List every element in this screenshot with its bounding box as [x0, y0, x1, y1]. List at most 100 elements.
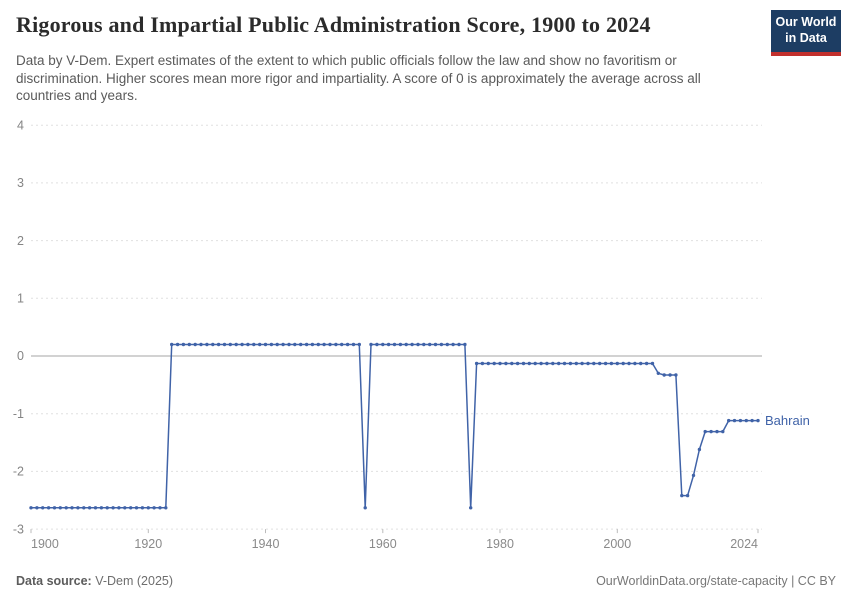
data-point[interactable] [492, 361, 496, 366]
data-point[interactable] [275, 342, 279, 347]
entity-label[interactable]: Bahrain [765, 413, 810, 428]
data-point[interactable] [193, 342, 197, 347]
data-point[interactable] [562, 361, 567, 366]
data-point[interactable] [187, 342, 191, 347]
data-point[interactable] [234, 342, 238, 347]
data-point[interactable] [457, 342, 461, 347]
data-point[interactable] [515, 361, 520, 366]
data-point[interactable] [510, 361, 514, 366]
data-point[interactable] [557, 361, 561, 366]
data-point[interactable] [732, 418, 737, 423]
data-point[interactable] [598, 361, 602, 366]
data-point[interactable] [674, 373, 678, 377]
data-point[interactable] [363, 506, 367, 510]
data-point[interactable] [140, 506, 145, 510]
data-point[interactable] [146, 506, 150, 510]
data-point[interactable] [228, 342, 232, 347]
data-point[interactable] [29, 506, 33, 510]
data-point[interactable] [46, 506, 51, 510]
data-point[interactable] [756, 418, 760, 423]
data-point[interactable] [738, 418, 743, 423]
data-point[interactable] [216, 342, 221, 347]
data-point[interactable] [334, 342, 338, 347]
data-point[interactable] [521, 361, 526, 366]
data-point[interactable] [451, 342, 455, 347]
data-point[interactable] [117, 506, 121, 510]
data-point[interactable] [639, 361, 643, 366]
data-point[interactable] [422, 342, 426, 347]
data-point[interactable] [428, 342, 432, 347]
data-point[interactable] [433, 342, 438, 347]
data-point[interactable] [369, 342, 373, 347]
data-point[interactable] [744, 418, 748, 423]
data-point[interactable] [111, 506, 115, 510]
data-point[interactable] [93, 506, 98, 510]
data-point[interactable] [123, 506, 127, 510]
owid-logo[interactable]: Our World in Data [771, 10, 841, 56]
data-point[interactable] [615, 361, 619, 366]
data-point[interactable] [568, 361, 573, 366]
data-point[interactable] [504, 361, 508, 366]
credit-link[interactable]: OurWorldinData.org/state-capacity | CC B… [596, 574, 836, 588]
data-point[interactable] [697, 447, 702, 452]
data-point[interactable] [392, 342, 397, 347]
data-point[interactable] [715, 429, 719, 434]
data-point[interactable] [691, 473, 696, 478]
data-point[interactable] [685, 493, 690, 498]
data-point[interactable] [439, 342, 444, 347]
data-point[interactable] [35, 506, 39, 510]
data-point[interactable] [398, 342, 403, 347]
data-point[interactable] [381, 342, 385, 347]
data-point[interactable] [469, 506, 473, 510]
data-point[interactable] [545, 361, 549, 366]
data-point[interactable] [574, 361, 578, 366]
data-point[interactable] [222, 342, 227, 347]
data-point[interactable] [76, 506, 80, 510]
data-point[interactable] [580, 361, 584, 366]
data-point[interactable] [633, 361, 637, 366]
data-point[interactable] [656, 371, 660, 375]
data-point[interactable] [129, 506, 133, 510]
data-point[interactable] [281, 342, 285, 347]
data-point[interactable] [750, 418, 754, 423]
data-point[interactable] [357, 342, 361, 347]
data-point[interactable] [410, 342, 414, 347]
data-point[interactable] [375, 342, 379, 347]
data-point[interactable] [603, 361, 608, 366]
data-point[interactable] [170, 342, 174, 347]
data-point[interactable] [668, 373, 672, 377]
data-point[interactable] [310, 342, 315, 347]
data-point[interactable] [340, 342, 344, 347]
data-point[interactable] [650, 361, 655, 366]
data-point[interactable] [463, 342, 467, 347]
data-point[interactable] [328, 342, 332, 347]
data-point[interactable] [152, 506, 156, 510]
data-point[interactable] [211, 342, 215, 347]
data-point[interactable] [205, 342, 209, 347]
data-point[interactable] [721, 429, 725, 434]
data-point[interactable] [293, 342, 297, 347]
data-point[interactable] [480, 361, 485, 366]
data-point[interactable] [316, 342, 320, 347]
data-point[interactable] [175, 342, 180, 347]
data-point[interactable] [621, 361, 625, 366]
data-point[interactable] [105, 506, 109, 510]
data-point[interactable] [58, 506, 62, 510]
data-point[interactable] [263, 342, 268, 347]
data-point[interactable] [592, 361, 596, 366]
data-point[interactable] [41, 506, 45, 510]
series-line-bahrain[interactable] [31, 343, 758, 509]
data-point[interactable] [551, 361, 555, 366]
data-point[interactable] [269, 342, 274, 347]
data-point[interactable] [246, 342, 250, 347]
data-point[interactable] [240, 342, 244, 347]
data-point[interactable] [52, 506, 57, 510]
data-point[interactable] [709, 429, 713, 434]
data-point[interactable] [527, 361, 531, 366]
data-point[interactable] [304, 342, 309, 347]
data-point[interactable] [70, 506, 74, 510]
data-point[interactable] [258, 342, 262, 347]
data-point[interactable] [252, 342, 256, 347]
data-point[interactable] [351, 342, 356, 347]
